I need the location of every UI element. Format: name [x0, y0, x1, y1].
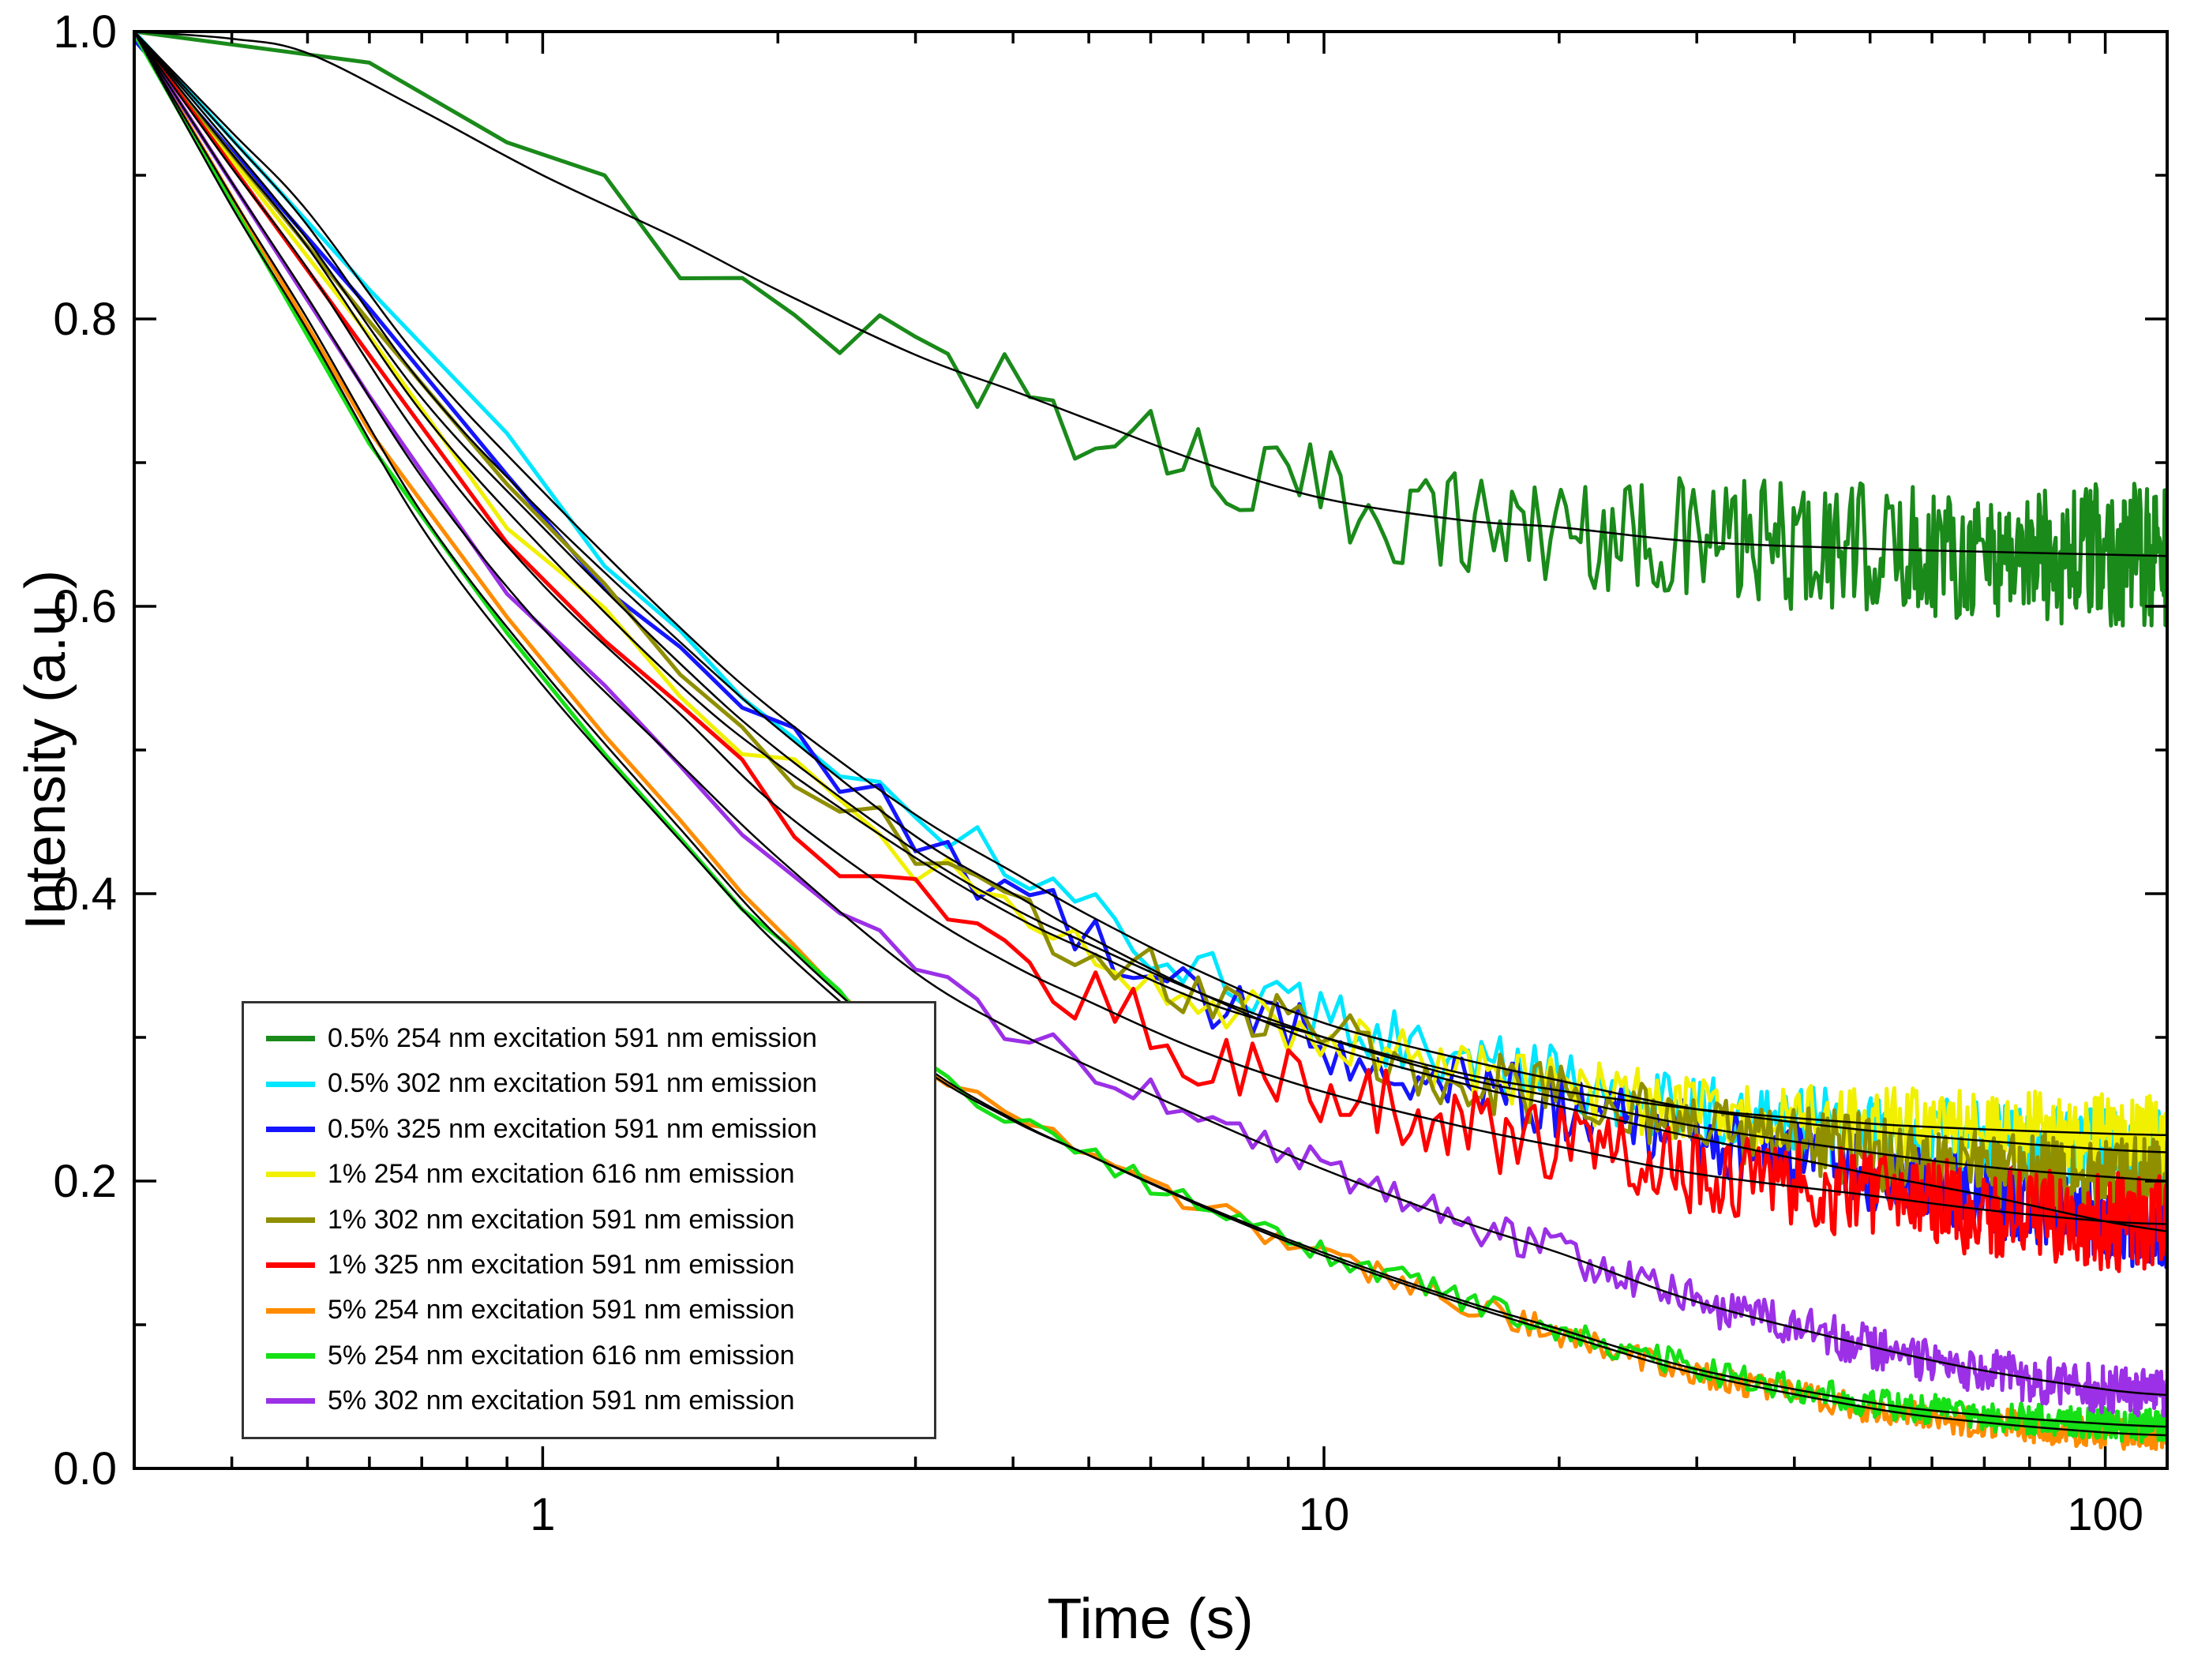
fit-curve-8 [134, 32, 2167, 1397]
legend-label: 1% 254 nm excitation 616 nm emission [328, 1159, 795, 1190]
legend-label: 0.5% 302 nm excitation 591 nm emission [328, 1068, 817, 1099]
legend-item: 5% 302 nm excitation 591 nm emission [266, 1386, 912, 1416]
tick-labels: 1 10 100 0.0 0.2 0.4 0.6 0.8 1.0 [53, 6, 2143, 1540]
series-trace-8 [134, 32, 2167, 1418]
legend-swatch [266, 1307, 315, 1314]
legend-swatch [266, 1262, 315, 1269]
legend-item: 0.5% 254 nm excitation 591 nm emission [266, 1023, 912, 1053]
legend-swatch [266, 1081, 315, 1087]
fit-curve-1 [134, 32, 2167, 1153]
legend-label: 0.5% 325 nm excitation 591 nm emission [328, 1113, 817, 1144]
legend-label: 0.5% 254 nm excitation 591 nm emission [328, 1023, 817, 1053]
y-tick-label: 0.4 [53, 868, 117, 920]
legend-swatch [266, 1352, 315, 1359]
legend-swatch [266, 1036, 315, 1042]
legend-item: 1% 325 nm excitation 591 nm emission [266, 1249, 912, 1280]
legend-item: 0.5% 302 nm excitation 591 nm emission [266, 1068, 912, 1099]
fit-curve-7 [134, 32, 2167, 1428]
legend-item: 1% 254 nm excitation 616 nm emission [266, 1159, 912, 1190]
series-trace-5 [134, 32, 2167, 1273]
fit-curve-0 [134, 32, 2167, 557]
axis-ticks [133, 32, 2167, 1468]
legend-swatch [266, 1172, 315, 1178]
legend-label: 5% 302 nm excitation 591 nm emission [328, 1386, 795, 1416]
x-tick-label: 1 [530, 1489, 555, 1540]
legend-swatch [266, 1398, 315, 1404]
legend-item: 1% 302 nm excitation 591 nm emission [266, 1204, 912, 1235]
legend-swatch [266, 1217, 315, 1223]
legend-item: 5% 254 nm excitation 616 nm emission [266, 1341, 912, 1371]
fit-curve-4 [134, 32, 2167, 1183]
x-axis-label: Time (s) [1047, 1588, 1254, 1651]
y-tick-label: 0.0 [53, 1443, 117, 1494]
fit-curve-2 [134, 32, 2167, 1232]
series-trace-7 [134, 32, 2167, 1444]
fit-curves [134, 32, 2167, 1437]
y-tick-label: 1.0 [53, 6, 117, 58]
legend-item: 5% 254 nm excitation 591 nm emission [266, 1295, 912, 1326]
legend-label: 5% 254 nm excitation 591 nm emission [328, 1295, 795, 1326]
y-tick-label: 0.2 [53, 1156, 117, 1207]
chart-legend: 0.5% 254 nm excitation 591 nm emission 0.… [242, 1001, 936, 1439]
y-tick-label: 0.8 [53, 294, 117, 345]
x-tick-label: 10 [1299, 1489, 1350, 1540]
legend-label: 1% 325 nm excitation 591 nm emission [328, 1249, 795, 1280]
legend-label: 5% 254 nm excitation 616 nm emission [328, 1340, 795, 1371]
fit-curve-3 [134, 32, 2167, 1137]
legend-swatch [266, 1126, 315, 1132]
legend-label: 1% 302 nm excitation 591 nm emission [328, 1204, 795, 1235]
y-axis-label: Intensity (a.u.) [14, 569, 77, 931]
legend-item: 0.5% 325 nm excitation 591 nm emission [266, 1113, 912, 1144]
fit-curve-5 [134, 32, 2167, 1225]
x-tick-label: 100 [2067, 1489, 2143, 1540]
y-tick-label: 0.6 [53, 581, 117, 632]
